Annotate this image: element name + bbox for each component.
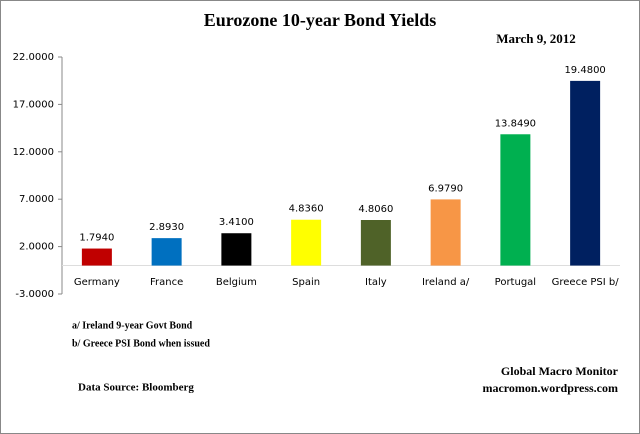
note: a/ Ireland 9-year Govt Bond <box>72 320 193 331</box>
bar <box>430 199 461 266</box>
credit: macromon.wordpress.com <box>482 381 618 395</box>
bar <box>500 134 531 266</box>
source: Data Source: Bloomberg <box>78 382 194 394</box>
note: b/ Greece PSI Bond when issued <box>72 338 210 349</box>
x-tick-label: Spain <box>292 277 320 288</box>
chart-subtitle: March 9, 2012 <box>496 31 576 46</box>
value-label: 2.8930 <box>149 222 184 233</box>
value-label: 6.9790 <box>428 183 463 194</box>
x-tick-label: Italy <box>365 277 387 288</box>
x-tick-label: Belgium <box>216 277 257 288</box>
value-label: 19.4800 <box>564 65 605 76</box>
bar <box>570 80 601 266</box>
value-label: 13.8490 <box>495 118 536 129</box>
value-label: 3.4100 <box>219 217 254 228</box>
x-tick-label: Portugal <box>495 277 536 288</box>
y-tick-label: 7.0000 <box>19 194 54 205</box>
x-tick-label: Greece PSI b/ <box>552 277 620 288</box>
bar <box>291 219 322 266</box>
y-tick-label: 12.0000 <box>13 147 54 158</box>
x-tick-label: Ireland a/ <box>422 277 470 288</box>
y-tick-label: 22.0000 <box>13 52 54 63</box>
bar <box>221 233 252 266</box>
y-tick-label: 2.0000 <box>19 242 54 253</box>
x-tick-label: Germany <box>74 277 120 288</box>
credit: Global Macro Monitor <box>501 364 619 378</box>
y-tick-label: 17.0000 <box>13 99 54 110</box>
value-label: 4.8360 <box>289 204 324 215</box>
y-tick-label: -3.0000 <box>15 289 54 300</box>
chart-title: Eurozone 10-year Bond Yields <box>204 10 437 30</box>
value-label: 4.8060 <box>358 204 393 215</box>
value-label: 1.7940 <box>79 233 114 244</box>
bar <box>81 248 112 266</box>
bar <box>360 219 391 266</box>
x-tick-label: France <box>150 277 183 288</box>
bar <box>151 238 182 266</box>
